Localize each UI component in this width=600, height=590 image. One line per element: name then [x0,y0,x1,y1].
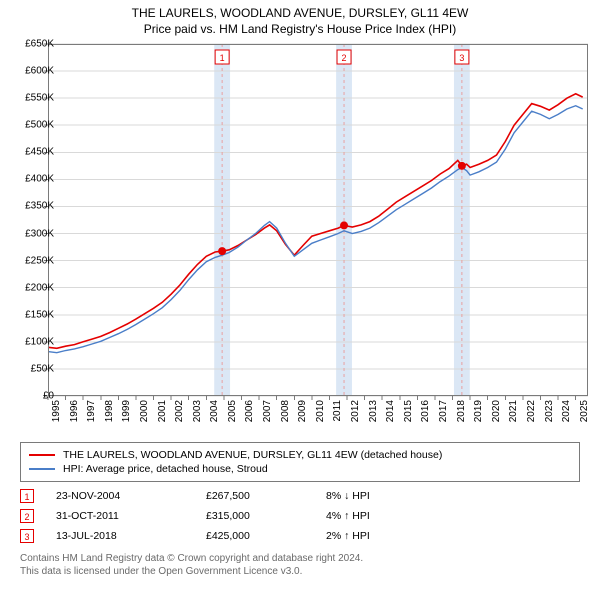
legend-swatch-property [29,454,55,456]
x-tick-label: 2003 [192,400,203,440]
series-hpi [48,106,583,353]
sale-marker-2: 2 [20,509,34,523]
legend-label-property: THE LAURELS, WOODLAND AVENUE, DURSLEY, G… [63,448,442,462]
x-tick-label: 2011 [332,400,343,440]
sales-table: 1 23-NOV-2004 £267,500 8% ↓ HPI 2 31-OCT… [20,486,580,546]
x-tick-label: 2016 [420,400,431,440]
x-tick-label: 1995 [51,400,62,440]
x-tick-label: 2009 [297,400,308,440]
attribution-line-2: This data is licensed under the Open Gov… [20,565,580,578]
sale-date-2: 31-OCT-2011 [56,510,206,522]
y-tick-label: £350K [10,201,54,212]
x-tick-label: 2015 [403,400,414,440]
x-tick-label: 2008 [280,400,291,440]
x-tick-label: 2001 [157,400,168,440]
chart-container: THE LAURELS, WOODLAND AVENUE, DURSLEY, G… [0,0,600,590]
sale-date-1: 23-NOV-2004 [56,490,206,502]
legend-row-property: THE LAURELS, WOODLAND AVENUE, DURSLEY, G… [29,448,571,462]
attribution: Contains HM Land Registry data © Crown c… [20,552,580,578]
x-tick-label: 2007 [262,400,273,440]
title-line-2: Price paid vs. HM Land Registry's House … [0,22,600,36]
sale-price-1: £267,500 [206,490,326,502]
plot-svg: 1 2 3 [48,44,588,396]
x-tick-label: 2025 [579,400,590,440]
y-tick-label: £0 [10,391,54,402]
x-tick-label: 2022 [526,400,537,440]
sale-marker-3: 3 [20,529,34,543]
sale-dot [218,247,226,255]
sale-dot [458,162,466,170]
x-tick-label: 2002 [174,400,185,440]
x-tick-label: 2023 [544,400,555,440]
x-tick-label: 2012 [350,400,361,440]
legend: THE LAURELS, WOODLAND AVENUE, DURSLEY, G… [20,442,580,482]
y-tick-label: £50K [10,363,54,374]
x-tick-label: 2000 [139,400,150,440]
y-tick-label: £500K [10,120,54,131]
sale-marker-number: 1 [220,53,225,63]
sale-pct-3: 2% ↑ HPI [326,530,466,542]
x-tick-label: 2017 [438,400,449,440]
sale-date-3: 13-JUL-2018 [56,530,206,542]
y-tick-label: £600K [10,66,54,77]
sale-pct-1: 8% ↓ HPI [326,490,466,502]
y-tick-label: £150K [10,309,54,320]
x-tick-label: 2004 [209,400,220,440]
y-tick-label: £300K [10,228,54,239]
x-tick-label: 2005 [227,400,238,440]
legend-swatch-hpi [29,468,55,470]
attribution-line-1: Contains HM Land Registry data © Crown c… [20,552,580,565]
sale-marker-1: 1 [20,489,34,503]
x-tick-label: 2020 [491,400,502,440]
x-tick-label: 2024 [561,400,572,440]
x-tick-label: 1996 [69,400,80,440]
x-tick-label: 2006 [244,400,255,440]
sale-marker-number: 2 [342,53,347,63]
x-tick-label: 1998 [104,400,115,440]
legend-label-hpi: HPI: Average price, detached house, Stro… [63,462,268,476]
x-tick-label: 2010 [315,400,326,440]
x-tick-label: 1999 [121,400,132,440]
y-tick-label: £250K [10,255,54,266]
sale-price-2: £315,000 [206,510,326,522]
x-tick-label: 2014 [385,400,396,440]
x-tick-label: 1997 [86,400,97,440]
x-tick-label: 2021 [508,400,519,440]
y-tick-label: £650K [10,39,54,50]
sale-price-3: £425,000 [206,530,326,542]
x-tick-label: 2018 [456,400,467,440]
x-tick-label: 2013 [368,400,379,440]
y-tick-label: £100K [10,336,54,347]
legend-row-hpi: HPI: Average price, detached house, Stro… [29,462,571,476]
sales-row: 3 13-JUL-2018 £425,000 2% ↑ HPI [20,526,580,546]
sale-marker-number: 3 [459,53,464,63]
y-tick-label: £550K [10,93,54,104]
x-tick-label: 2019 [473,400,484,440]
series-property [48,94,583,348]
sales-row: 2 31-OCT-2011 £315,000 4% ↑ HPI [20,506,580,526]
y-tick-label: £450K [10,147,54,158]
y-tick-label: £400K [10,174,54,185]
sale-pct-2: 4% ↑ HPI [326,510,466,522]
plot-area: 1 2 3 [48,44,588,396]
sale-dot [340,221,348,229]
sales-row: 1 23-NOV-2004 £267,500 8% ↓ HPI [20,486,580,506]
title-line-1: THE LAURELS, WOODLAND AVENUE, DURSLEY, G… [0,6,600,20]
chart-title: THE LAURELS, WOODLAND AVENUE, DURSLEY, G… [0,6,600,36]
y-tick-label: £200K [10,282,54,293]
